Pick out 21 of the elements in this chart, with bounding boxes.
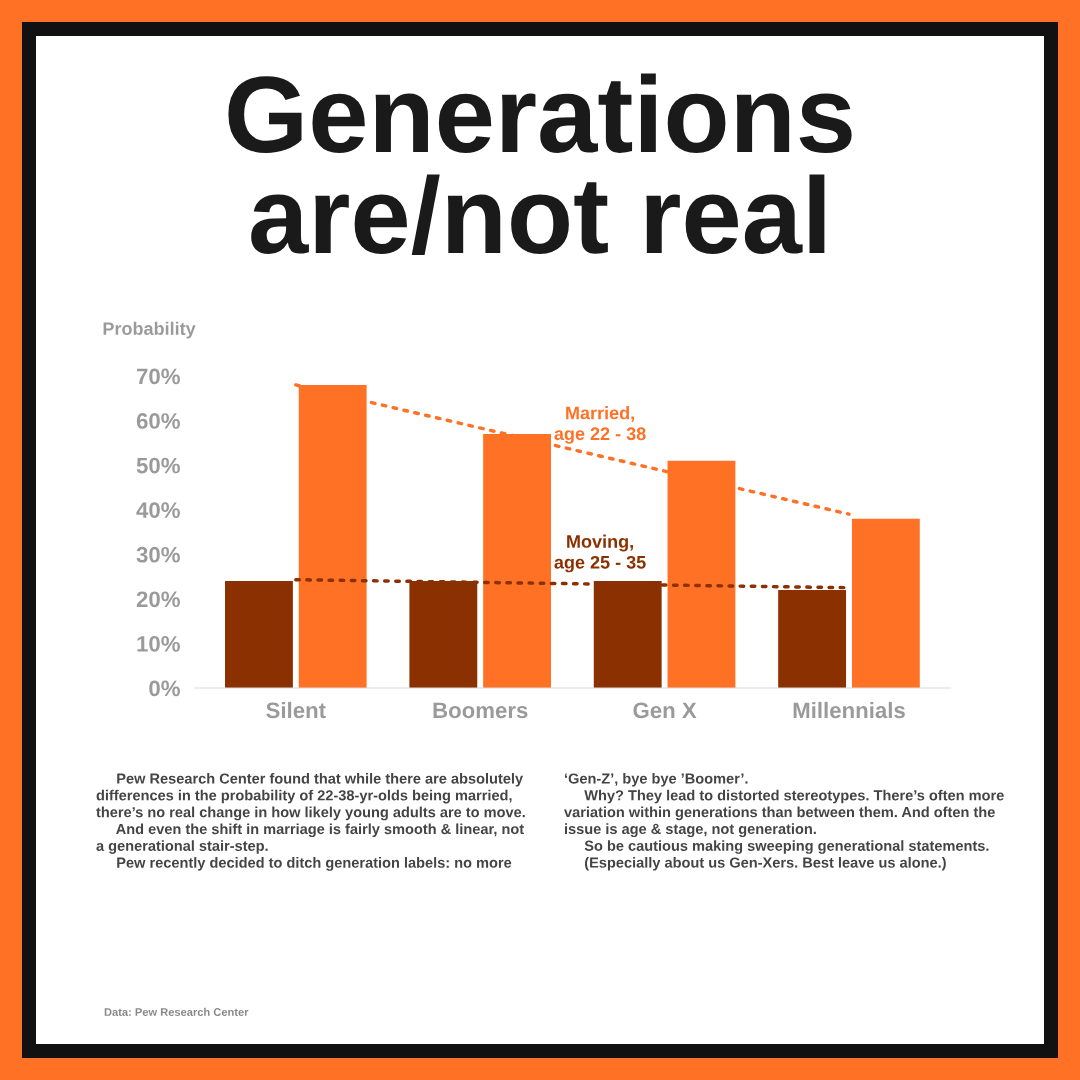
text: ‘Gen-Z’, bye bye ’Boomer’. Why? They lead to distorted stereotypes. There’s often more variation within generations than between them. And often the issue is age & stage, not generation. So be cautious making sweeping generational statements. (Especially about us Gen-Xers. Best leave us alone.) xyxy=(564,773,1004,871)
y-tick-label: 70% xyxy=(136,368,180,385)
y-tick-label: 10% xyxy=(137,635,180,652)
x-tick-label: Boomers xyxy=(433,702,528,719)
x-tick-label: Gen X xyxy=(633,702,697,719)
y-tick-label: 60% xyxy=(136,413,180,429)
y-tick-label: 20% xyxy=(136,591,180,608)
series-label: Married, age 22 - 38 xyxy=(554,406,646,444)
y-tick-label: 50% xyxy=(136,457,180,474)
bar xyxy=(225,581,293,688)
x-tick-label: Silent xyxy=(266,701,326,719)
y-tick-label: 0% xyxy=(149,680,180,697)
series-label: Moving, age 25 - 35 xyxy=(554,534,646,573)
y-tick-label: 40% xyxy=(136,502,180,518)
text: Data: Pew Research Center xyxy=(104,1007,249,1016)
x-tick-label: Millennials xyxy=(793,701,905,719)
y-tick-label: 30% xyxy=(136,546,180,563)
y-axis-title: Probability xyxy=(103,321,196,339)
chart-title: Generations are/not real xyxy=(228,73,852,256)
text: Pew Research Center found that while there are absolutely differences in the probability of 22-38-yr-olds being married, there’s no real change in how likely young adults are to move. And even the shift in marriage is fairly smooth & linear, not a generational stair-step. Pew recently decided to ditch generation labels: no more xyxy=(96,773,525,871)
bar xyxy=(851,518,920,688)
